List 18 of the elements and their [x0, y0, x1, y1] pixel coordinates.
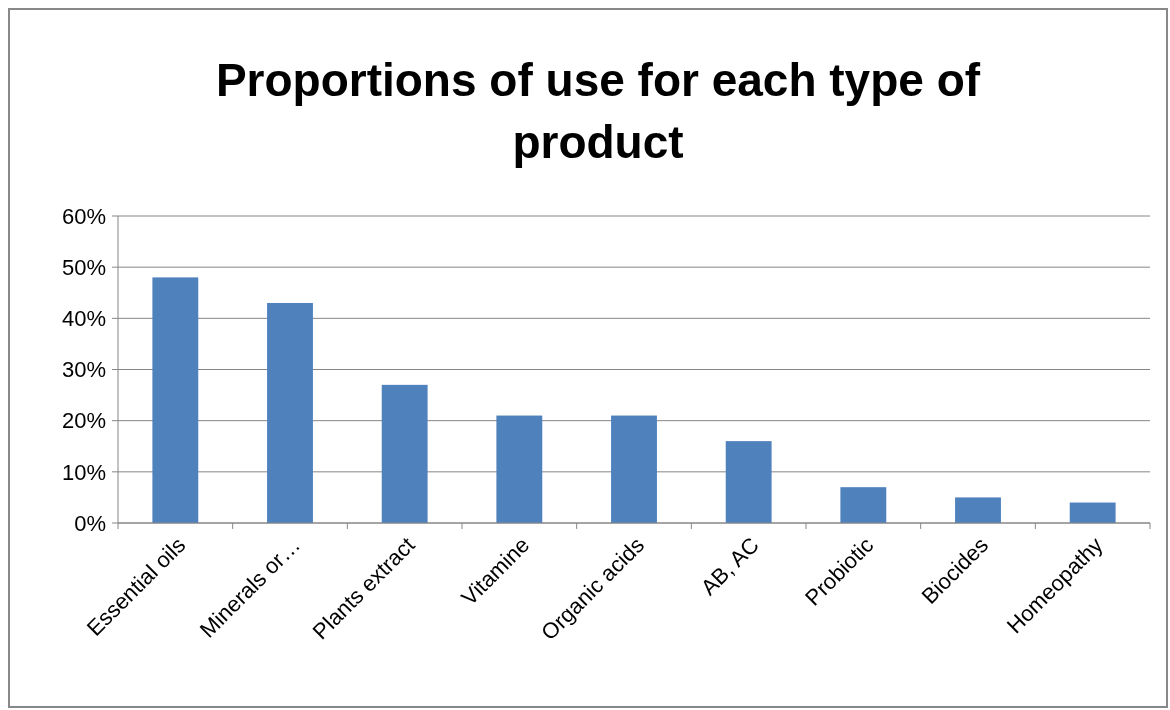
bar: [1069, 502, 1116, 523]
y-tick-label: 0%: [74, 510, 106, 536]
bar: [611, 415, 657, 523]
bar: [955, 497, 1001, 523]
bar: [152, 277, 199, 523]
x-tick-label: AB, AC: [695, 532, 764, 601]
y-tick-label: 20%: [61, 408, 106, 434]
y-tick-label: 30%: [61, 357, 106, 383]
y-tick-label: 40%: [61, 306, 106, 332]
bar: [267, 302, 313, 523]
y-tick-label: 60%: [61, 203, 106, 229]
bar: [496, 415, 543, 523]
y-tick-label: 50%: [61, 254, 106, 280]
chart-title: Proportions of use for each type of product: [215, 54, 981, 168]
bar: [381, 384, 428, 523]
bar: [725, 441, 772, 523]
y-tick-label: 10%: [61, 459, 106, 485]
bar: [840, 487, 887, 523]
